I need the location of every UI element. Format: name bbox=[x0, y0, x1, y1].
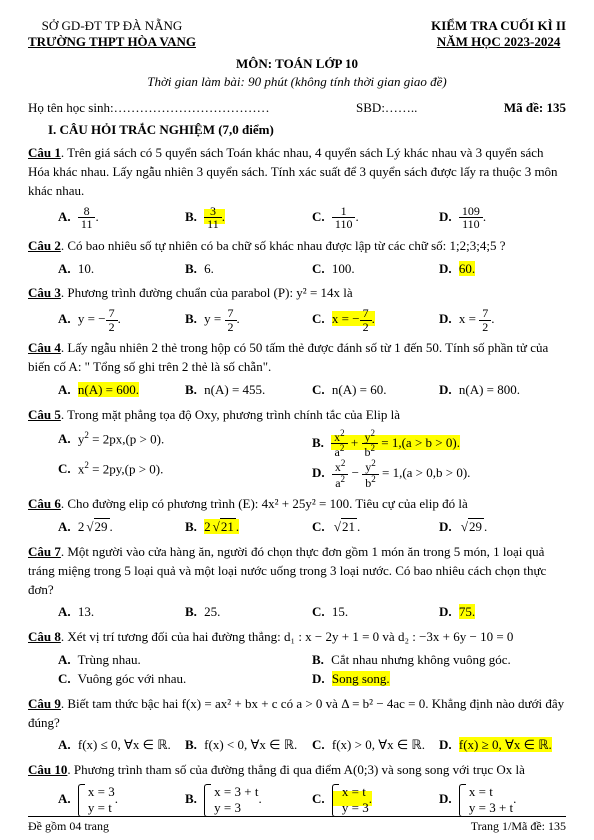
question-5: Câu 5. Trong mặt phẳng tọa độ Oxy, phươn… bbox=[28, 406, 566, 489]
option-c: C. Vuông góc với nhau. bbox=[58, 670, 312, 689]
option-b: B. x = 3 + ty = 3. bbox=[185, 784, 312, 817]
question-label: Câu 7 bbox=[28, 544, 61, 559]
student-name-field: Họ tên học sinh:……………………………… bbox=[28, 100, 270, 116]
option-d: D. 29. bbox=[439, 518, 566, 537]
subject-line: MÔN: TOÁN LỚP 10 bbox=[28, 56, 566, 72]
option-a: A. 811. bbox=[58, 205, 185, 231]
question-label: Câu 4 bbox=[28, 340, 61, 355]
option-b: B. 6. bbox=[185, 260, 312, 279]
option-d: D. Song song. bbox=[312, 670, 566, 689]
question-text: . Phương trình tham số của đường thẳng đ… bbox=[67, 762, 525, 777]
option-a: A. y2 = 2px,(p > 0). bbox=[58, 429, 312, 459]
options-row: A. y = −72. B. y = 72. C. x = −72. D. x … bbox=[28, 307, 566, 333]
question-4: Câu 4. Lấy ngẫu nhiên 2 thẻ trong hộp có… bbox=[28, 339, 566, 400]
option-a: A. f(x) ≤ 0, ∀x ∈ ℝ. bbox=[58, 736, 185, 755]
option-b: B. 221. bbox=[185, 518, 312, 537]
option-d: D. 109110. bbox=[439, 205, 566, 231]
question-text: . Có bao nhiêu số tự nhiên có ba chữ số … bbox=[61, 238, 506, 253]
options-row: A. 811. B. 311. C. 1110. D. 109110. bbox=[28, 205, 566, 231]
option-b: B. 311. bbox=[185, 205, 312, 231]
question-text: . Trên giá sách có 5 quyển sách Toán khá… bbox=[28, 145, 558, 198]
option-d: D. x = ty = 3 + t. bbox=[439, 784, 566, 817]
options-row: A. x = 3y = t. B. x = 3 + ty = 3. C. x =… bbox=[28, 784, 566, 817]
question-6: Câu 6. Cho đường elip có phương trình (E… bbox=[28, 495, 566, 537]
exam-page: SỞ GD-ĐT TP ĐÀ NẴNG TRƯỜNG THPT HÒA VANG… bbox=[0, 0, 594, 840]
question-7: Câu 7. Một người vào cửa hàng ăn, người … bbox=[28, 543, 566, 622]
question-label: Câu 5 bbox=[28, 407, 61, 422]
option-c: C. 1110. bbox=[312, 205, 439, 231]
question-label: Câu 3 bbox=[28, 285, 61, 300]
question-text: . Xét vị trí tương đối của hai đường thẳ… bbox=[61, 629, 514, 644]
question-text: . Một người vào cửa hàng ăn, người đó ch… bbox=[28, 544, 546, 597]
options-row: A. Trùng nhau. B. Cắt nhau nhưng không v… bbox=[28, 651, 566, 689]
question-text: . Lấy ngẫu nhiên 2 thẻ trong hộp có 50 t… bbox=[28, 340, 548, 374]
question-text: . Cho đường elip có phương trình (E): 4x… bbox=[61, 496, 468, 511]
header-right: KIỂM TRA CUỐI KÌ II NĂM HỌC 2023-2024 bbox=[431, 18, 566, 50]
school-name: TRƯỜNG THPT HÒA VANG bbox=[28, 34, 196, 50]
school-year: NĂM HỌC 2023-2024 bbox=[431, 34, 566, 50]
option-d: D. x2a2 − y2b2 = 1,(a > 0,b > 0). bbox=[312, 459, 566, 489]
option-c: C. 21. bbox=[312, 518, 439, 537]
option-c: C. 15. bbox=[312, 603, 439, 622]
question-label: Câu 2 bbox=[28, 238, 61, 253]
option-a: A. n(A) = 600. bbox=[58, 381, 185, 400]
duration-line: Thời gian làm bài: 90 phút (không tính t… bbox=[28, 74, 566, 90]
option-a: A. x = 3y = t. bbox=[58, 784, 185, 817]
option-b: B. f(x) < 0, ∀x ∈ ℝ. bbox=[185, 736, 312, 755]
option-d: D. f(x) ≥ 0, ∀x ∈ ℝ. bbox=[439, 736, 566, 755]
option-b: B. 25. bbox=[185, 603, 312, 622]
question-label: Câu 10 bbox=[28, 762, 67, 777]
option-b: B. Cắt nhau nhưng không vuông góc. bbox=[312, 651, 566, 670]
question-label: Câu 8 bbox=[28, 629, 61, 644]
option-d: D. 60. bbox=[439, 260, 566, 279]
footer-right: Trang 1/Mã đề: 135 bbox=[471, 819, 566, 834]
option-a: A. Trùng nhau. bbox=[58, 651, 312, 670]
question-label: Câu 1 bbox=[28, 145, 61, 160]
options-row: A. f(x) ≤ 0, ∀x ∈ ℝ. B. f(x) < 0, ∀x ∈ ℝ… bbox=[28, 736, 566, 755]
options-row: A. 10. B. 6. C. 100. D. 60. bbox=[28, 260, 566, 279]
option-b: B. y = 72. bbox=[185, 307, 312, 333]
option-b: B. n(A) = 455. bbox=[185, 381, 312, 400]
option-c: C. f(x) > 0, ∀x ∈ ℝ. bbox=[312, 736, 439, 755]
options-row: A. 13. B. 25. C. 15. D. 75. bbox=[28, 603, 566, 622]
option-c: C. x = ty = 3. bbox=[312, 784, 439, 817]
section-heading: I. CÂU HỎI TRẮC NGHIỆM (7,0 điểm) bbox=[28, 122, 566, 138]
dept-name: SỞ GD-ĐT TP ĐÀ NẴNG bbox=[28, 18, 196, 34]
footer-left: Đề gồm 04 trang bbox=[28, 819, 109, 834]
question-1: Câu 1. Trên giá sách có 5 quyển sách Toá… bbox=[28, 144, 566, 231]
question-text: . Trong mặt phẳng tọa độ Oxy, phương trì… bbox=[61, 407, 400, 422]
option-a: A. 13. bbox=[58, 603, 185, 622]
option-c: C. x2 = 2py,(p > 0). bbox=[58, 459, 312, 489]
question-label: Câu 9 bbox=[28, 696, 61, 711]
option-c: C. x = −72. bbox=[312, 307, 439, 333]
option-d: D. 75. bbox=[439, 603, 566, 622]
header-left: SỞ GD-ĐT TP ĐÀ NẴNG TRƯỜNG THPT HÒA VANG bbox=[28, 18, 196, 50]
question-text: . Biết tam thức bậc hai f(x) = ax² + bx … bbox=[28, 696, 564, 730]
exam-title: KIỂM TRA CUỐI KÌ II bbox=[431, 18, 566, 34]
option-a: A. y = −72. bbox=[58, 307, 185, 333]
option-a: A. 229. bbox=[58, 518, 185, 537]
question-2: Câu 2. Có bao nhiêu số tự nhiên có ba ch… bbox=[28, 237, 566, 279]
sbd-field: SBD:…….. bbox=[356, 100, 417, 116]
question-8: Câu 8. Xét vị trí tương đối của hai đườn… bbox=[28, 628, 566, 689]
option-c: C. n(A) = 60. bbox=[312, 381, 439, 400]
option-b: B. x2a2 + y2b2 = 1,(a > b > 0). bbox=[312, 429, 566, 459]
student-info-row: Họ tên học sinh:……………………………… SBD:…….. Mã… bbox=[28, 100, 566, 116]
question-text: . Phương trình đường chuẩn của parabol (… bbox=[61, 285, 353, 300]
option-c: C. 100. bbox=[312, 260, 439, 279]
exam-code: Mã đề: 135 bbox=[504, 100, 566, 116]
options-row: A. y2 = 2px,(p > 0). B. x2a2 + y2b2 = 1,… bbox=[28, 429, 566, 489]
option-d: D. n(A) = 800. bbox=[439, 381, 566, 400]
question-3: Câu 3. Phương trình đường chuẩn của para… bbox=[28, 284, 566, 333]
option-d: D. x = 72. bbox=[439, 307, 566, 333]
question-10: Câu 10. Phương trình tham số của đường t… bbox=[28, 761, 566, 816]
option-a: A. 10. bbox=[58, 260, 185, 279]
page-header: SỞ GD-ĐT TP ĐÀ NẴNG TRƯỜNG THPT HÒA VANG… bbox=[28, 18, 566, 50]
options-row: A. 229. B. 221. C. 21. D. 29. bbox=[28, 518, 566, 537]
options-row: A. n(A) = 600. B. n(A) = 455. C. n(A) = … bbox=[28, 381, 566, 400]
question-9: Câu 9. Biết tam thức bậc hai f(x) = ax² … bbox=[28, 695, 566, 756]
page-footer: Đề gồm 04 trang Trang 1/Mã đề: 135 bbox=[28, 816, 566, 834]
question-label: Câu 6 bbox=[28, 496, 61, 511]
